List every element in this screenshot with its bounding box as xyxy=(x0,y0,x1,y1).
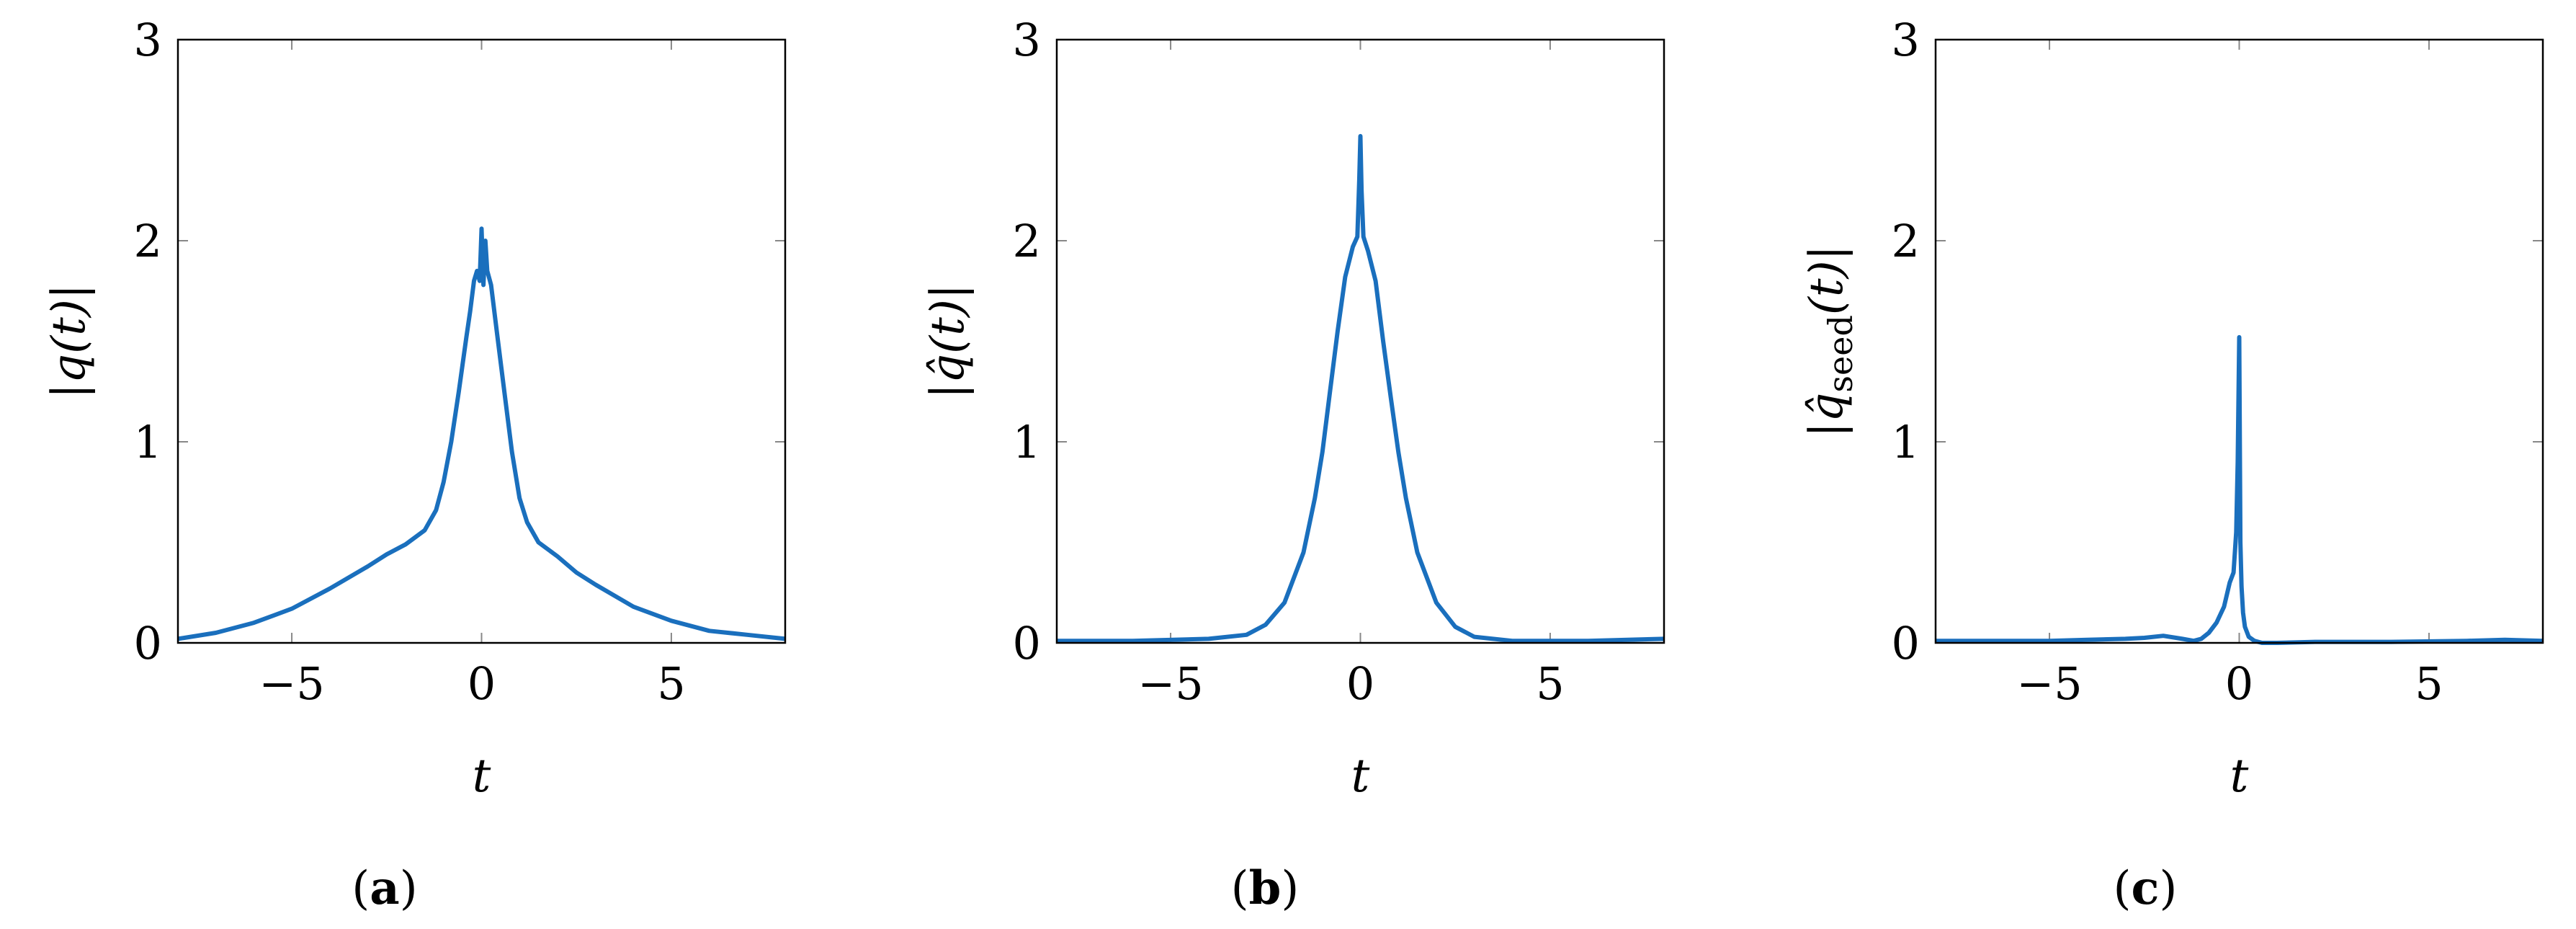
panel-b: −5 0 5 0 1 2 3 t |q̂(t)| xyxy=(921,14,1665,803)
y-tick-label-a-3: 3 xyxy=(134,14,162,66)
x-tick-label-a-1: 0 xyxy=(468,657,496,710)
y-tick-label-b-2: 2 xyxy=(1013,215,1041,267)
y-tick-label-c-2: 2 xyxy=(1892,215,1920,267)
caption-a-letter: a xyxy=(370,861,400,915)
y-tick-label-a-0: 0 xyxy=(134,617,162,670)
x-tick-label-b-2: 5 xyxy=(1536,657,1564,710)
y-tick-label-a-2: 2 xyxy=(134,215,162,267)
y-tick-label-c-1: 1 xyxy=(1892,416,1920,468)
x-tick-label-c-0: −5 xyxy=(2016,657,2082,710)
panel-a: −5 0 5 0 1 2 3 t |q(t)| xyxy=(43,14,787,803)
x-tick-label-b-0: −5 xyxy=(1137,657,1203,710)
y-axis-label-a: |q(t)| xyxy=(43,284,96,399)
y-axis-label-main-a: |q(t)| xyxy=(43,284,96,399)
y-axis-label-main-b: |q̂(t)| xyxy=(921,284,975,399)
y-axis-label-c: |q̂seed(t)| xyxy=(1800,245,1860,437)
x-tick-label-c-2: 5 xyxy=(2415,657,2443,710)
caption-c-letter: c xyxy=(2131,861,2160,915)
y-axis-label-tail-c: (t)| xyxy=(1800,245,1853,315)
panel-c: −5 0 5 0 1 2 3 t |q̂seed(t)| xyxy=(1800,14,2544,803)
x-tick-label-b-1: 0 xyxy=(1346,657,1374,710)
x-axis-label-c: t xyxy=(2230,750,2249,803)
y-axis-label-main-c: |q̂ xyxy=(1800,393,1853,438)
y-tick-label-c-3: 3 xyxy=(1892,14,1920,66)
series-line-c xyxy=(1936,334,2544,645)
caption-c: (c) xyxy=(2113,861,2178,915)
series-line-a xyxy=(177,226,786,641)
y-tick-label-b-1: 1 xyxy=(1013,416,1041,468)
caption-b: (b) xyxy=(1230,861,1300,915)
caption-a: (a) xyxy=(352,861,418,915)
plot-frame-a xyxy=(176,38,787,644)
y-tick-label-c-0: 0 xyxy=(1892,617,1920,670)
caption-b-letter: b xyxy=(1248,861,1282,915)
y-tick-label-a-1: 1 xyxy=(134,416,162,468)
y-tick-label-b-0: 0 xyxy=(1013,617,1041,670)
x-tick-label-a-0: −5 xyxy=(259,657,324,710)
plot-frame-b xyxy=(1055,38,1665,644)
x-tick-label-a-2: 5 xyxy=(657,657,685,710)
y-axis-label-sub-c: seed xyxy=(1821,315,1860,393)
y-axis-label-b: |q̂(t)| xyxy=(921,284,975,399)
series-line-b xyxy=(1057,133,1665,644)
x-tick-label-c-1: 0 xyxy=(2225,657,2253,710)
y-tick-label-b-3: 3 xyxy=(1013,14,1041,66)
x-axis-label-a: t xyxy=(473,750,491,803)
plot-frame-c xyxy=(1934,38,2544,644)
x-axis-label-b: t xyxy=(1351,750,1370,803)
